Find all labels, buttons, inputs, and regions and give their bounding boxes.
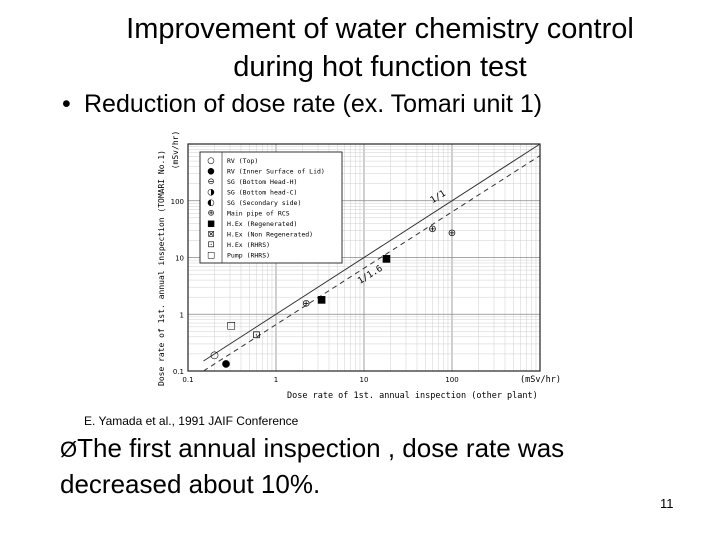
chart-frame: [187, 143, 541, 372]
data-point: ⊡: [252, 330, 260, 341]
legend-symbol: ⊠: [207, 230, 214, 240]
data-point: ○: [210, 350, 219, 361]
y-tick-label: 0.1: [173, 368, 184, 376]
y-tick-label: 100: [171, 198, 184, 206]
legend-symbol: ◑: [207, 188, 214, 198]
legend-symbol: ◐: [207, 198, 214, 208]
reference-line-2: [203, 155, 541, 372]
page-number: 11: [660, 496, 674, 511]
legend-symbol: ⊖: [207, 177, 214, 187]
conclusion-line1: The first annual inspection , dose rate …: [77, 433, 565, 463]
legend-symbol: ■: [207, 219, 215, 229]
y-axis-label: Dose rate of 1st. annual inspection (TOM…: [157, 150, 166, 386]
dose-rate-chart: 1/11/1.6 ○●⊡□⊕ ■■⊕ ⊕ ○ RV (Top)● RV (Inner S…: [157, 131, 561, 401]
data-point: ■: [317, 294, 326, 305]
x-tick-label: 10: [360, 376, 369, 384]
axis-labels: Dose rate of 1st. annual inspection (oth…: [157, 131, 561, 401]
conclusion-text: ØThe first annual inspection , dose rate…: [60, 431, 680, 502]
x-tick-label: 0.1: [182, 376, 193, 384]
data-point: ■: [382, 254, 391, 265]
data-points: ○●⊡□⊕ ■■⊕ ⊕: [210, 224, 456, 370]
legend-label: SG (Bottom Head-H): [227, 178, 297, 186]
y-tick-label: 1: [180, 311, 184, 319]
legend-label: H.Ex (RHRS): [227, 241, 270, 249]
data-point: □: [227, 320, 236, 331]
legend-label: RV (Inner Surface of Lid): [227, 168, 325, 176]
tick-labels: 0.1 1 10 100 0.1 1 10 100: [171, 198, 459, 384]
reference-line-1: [203, 143, 541, 362]
legend-symbol: ○: [207, 156, 214, 166]
bullet-text: Reduction of dose rate (ex. Tomari unit …: [84, 90, 543, 118]
bullet-marker: •: [62, 90, 71, 118]
data-point: ⊕: [428, 224, 436, 235]
conclusion-line2: decreased about 10%.: [60, 469, 321, 499]
figure-caption: E. Yamada et al., 1991 JAIF Conference: [84, 414, 299, 428]
legend-box: [199, 151, 343, 264]
slide-title: Improvement of water chemistry control d…: [60, 10, 700, 86]
chart-legend: ○ RV (Top) ● RV (Inner Surface of Lid) ⊖ SG (…: [199, 151, 343, 264]
slide-title-line1: Improvement of water chemistry control: [126, 13, 634, 45]
legend-label: H.Ex (Non Regenerated): [227, 231, 313, 239]
plot-border: [187, 143, 541, 372]
arrow-bullet-icon: Ø: [60, 437, 78, 462]
slide-title-line2: during hot function test: [233, 51, 527, 83]
line-label-1-1-6: 1/1.6: [356, 264, 384, 287]
legend-label: Main pipe of RCS: [227, 210, 290, 218]
y-tick-label: 10: [175, 255, 184, 263]
data-point: ⊕: [302, 299, 310, 310]
legend-label: H.Ex (Regenerated): [227, 220, 297, 228]
y-axis-unit: (mSv/hr): [171, 131, 180, 170]
bullet-item: • Reduction of dose rate (ex. Tomari unit…: [62, 88, 542, 120]
legend-label: RV (Top): [227, 157, 258, 165]
data-point: ⊕: [448, 228, 456, 239]
legend-label: SG (Bottom head-C): [227, 189, 297, 197]
x-tick-label: 100: [445, 376, 458, 384]
legend-symbol: ●: [207, 167, 214, 177]
x-tick-label: 1: [274, 376, 278, 384]
legend-symbol: ⊕: [207, 209, 214, 219]
x-axis-label: Dose rate of 1st. annual inspection (oth…: [287, 391, 538, 401]
legend-label: Pump (RHRS): [227, 252, 270, 260]
x-axis-unit: (mSv/hr): [520, 375, 561, 385]
data-point: ●: [222, 359, 231, 370]
legend-symbol: ⊡: [207, 240, 214, 250]
legend-label: SG (Secondary side): [227, 199, 301, 207]
legend-symbol: □: [207, 251, 215, 261]
